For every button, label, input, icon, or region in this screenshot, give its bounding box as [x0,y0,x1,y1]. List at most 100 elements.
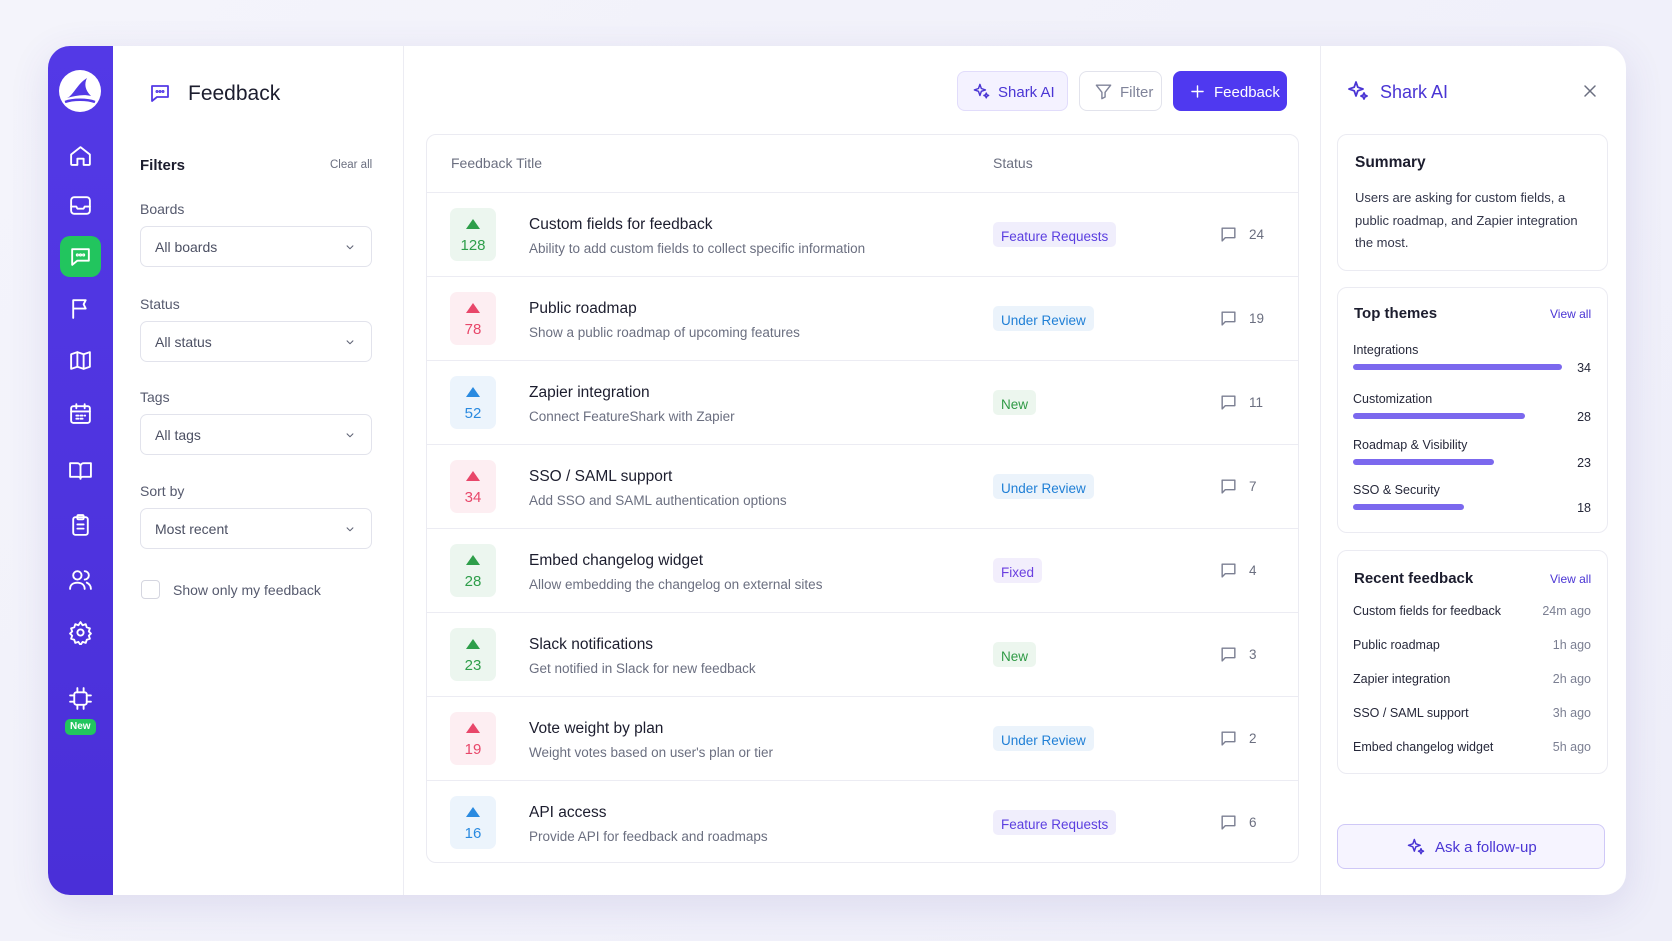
icon-part [70,196,91,215]
recent-title[interactable]: Zapier integration [1353,672,1451,686]
vote-count: 78 [464,321,482,338]
nav-icon[interactable] [68,620,93,646]
comment-count: 6 [1249,815,1257,830]
feedback-row[interactable]: 28 Embed changelog widget Allow embedding … [427,528,1298,612]
button-icon [1188,82,1207,101]
clear-all[interactable]: Clear all [330,159,373,171]
filter-button[interactable]: Filter [1079,71,1162,111]
icon-part [346,245,354,250]
select[interactable]: All status [140,321,372,362]
vote-box[interactable]: 52 [450,376,496,429]
recent-title[interactable]: SSO / SAML support [1353,706,1469,720]
chevron [343,522,357,536]
summary-card: Summary Users are asking for custom field… [1337,134,1608,271]
theme-name: Customization [1353,392,1433,406]
icon-part [72,514,89,536]
icon-part [1221,815,1236,830]
chevron [343,428,357,442]
nav-icon[interactable] [68,296,93,321]
recent-title[interactable]: Custom fields for feedback [1353,604,1501,618]
panel-divider [403,46,404,895]
nav-icon[interactable] [68,348,93,373]
theme-bar [1353,504,1464,510]
select[interactable]: All boards [140,226,372,267]
close-icon[interactable] [1580,81,1600,101]
icon-part [70,351,91,370]
panel-title: Feedback [188,82,281,105]
nav-icon[interactable] [68,244,93,269]
icon-part [1584,85,1596,97]
theme-count: 18 [1577,501,1591,515]
nav-icon[interactable] [68,458,93,483]
vote-bg [450,376,496,429]
row-divider [427,192,1298,193]
recent-title[interactable]: Embed changelog widget [1353,740,1494,754]
follow-up-button[interactable]: Ask a follow-up [1337,824,1605,869]
icon-part [973,83,990,99]
nav-icon[interactable] [68,143,93,168]
checkbox[interactable] [141,580,160,599]
field-label: Status [140,296,180,312]
nav-icon[interactable] [68,193,93,218]
feedback-row[interactable]: 52 Zapier integration Connect FeatureShark… [427,360,1298,444]
vote-box[interactable]: 78 [450,292,496,345]
button-label: Shark AI [998,84,1055,101]
icon-part [1221,479,1236,494]
field-label: Boards [140,201,185,217]
row-title: Vote weight by plan [529,720,664,737]
icon-part [346,527,354,532]
icon-part [151,85,169,102]
vote-bg [450,628,496,681]
vote-count: 34 [464,489,482,506]
feedback-row[interactable]: 16 API access Provide API for feedback and… [427,780,1298,864]
vote-box[interactable]: 28 [450,544,496,597]
select[interactable]: Most recent [140,508,372,549]
icon-part [1221,563,1236,578]
nav-icon[interactable] [68,513,93,538]
view-all[interactable]: View all [1550,572,1592,586]
shark-ai-button[interactable]: Shark AI [957,71,1068,111]
comment-count: 19 [1249,311,1265,326]
column-header: Status [993,155,1033,171]
vote-box[interactable]: 128 [450,208,496,261]
row-title: Zapier integration [529,384,650,401]
vote-bg [450,292,496,345]
icon-part [71,248,90,266]
icon-part [76,523,85,530]
feedback-row[interactable]: 78 Public roadmap Show a public roadmap of… [427,276,1298,360]
row-title: SSO / SAML support [529,468,673,485]
status-bg [993,810,1117,835]
select[interactable]: All tags [140,414,372,455]
status-label: Under Review [1001,733,1086,748]
status-label: Feature Requests [1001,229,1109,244]
view-all[interactable]: View all [1550,307,1592,321]
vote-box[interactable]: 16 [450,796,496,849]
icon-part [67,78,91,98]
vote-box[interactable]: 19 [450,712,496,765]
filters-label: Filters [140,157,186,174]
vote-box[interactable]: 34 [450,460,496,513]
comment-count: 3 [1249,647,1257,662]
recent-time: 3h ago [1552,706,1591,720]
add-feedback-button[interactable]: Feedback [1173,71,1287,111]
feedback-row[interactable]: 23 Slack notifications Get notified in Sla… [427,612,1298,696]
nav-icon[interactable] [68,686,93,711]
feedback-row[interactable]: 19 Vote weight by plan Weight votes based … [427,696,1298,780]
vote-box[interactable]: 23 [450,628,496,681]
card-heading: Top themes [1354,305,1438,322]
feedback-icon [148,81,172,105]
status-bg [993,642,1037,667]
recent-time: 24m ago [1542,604,1591,618]
comment-icon [1219,477,1238,496]
icon-part [72,299,87,319]
row-title: API access [529,804,607,821]
vote-count: 52 [464,405,482,422]
icon-part [70,403,91,424]
nav-icon[interactable] [68,567,93,592]
feedback-row[interactable]: 34 SSO / SAML support Add SSO and SAML aut… [427,444,1298,528]
button-label: Feedback [1214,84,1280,101]
recent-title[interactable]: Public roadmap [1353,638,1440,652]
feedback-row[interactable]: 128 Custom fields for feedback Ability to … [427,192,1298,276]
nav-icon[interactable] [68,401,93,426]
